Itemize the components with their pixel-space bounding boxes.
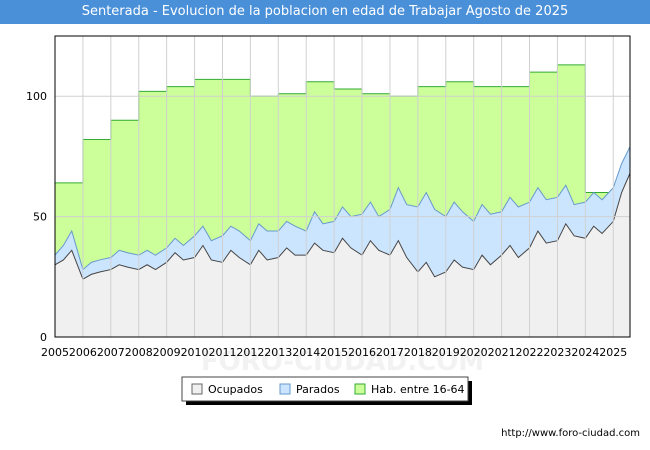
x-tick-label: 2008 xyxy=(125,346,153,359)
x-tick-label: 2010 xyxy=(181,346,209,359)
y-tick-label: 0 xyxy=(40,331,47,344)
x-tick-label: 2014 xyxy=(292,346,320,359)
x-tick-label: 2023 xyxy=(543,346,571,359)
x-tick-label: 2012 xyxy=(236,346,264,359)
chart-title: Senterada - Evolucion de la poblacion en… xyxy=(0,0,650,24)
x-tick-label: 2005 xyxy=(41,346,69,359)
legend-label: Ocupados xyxy=(208,383,263,396)
x-tick-label: 2016 xyxy=(348,346,376,359)
parados-area xyxy=(55,146,630,337)
x-tick-label: 2015 xyxy=(320,346,348,359)
x-tick-label: 2018 xyxy=(404,346,432,359)
legend xyxy=(181,376,469,402)
x-tick-label: 2017 xyxy=(376,346,404,359)
parados-line xyxy=(54,146,631,271)
legend-shadow xyxy=(186,381,472,405)
plot-area xyxy=(55,36,630,337)
source-url[interactable]: http://www.foro-ciudad.com xyxy=(501,428,640,439)
plot-frame xyxy=(54,35,631,338)
x-tick-label: 2009 xyxy=(153,346,181,359)
ocupados-area xyxy=(55,173,630,337)
x-tick-label: 2011 xyxy=(208,346,236,359)
ocupados-line xyxy=(54,173,631,280)
x-tick-label: 2020 xyxy=(460,346,488,359)
legend-label: Parados xyxy=(296,383,340,396)
legend-swatch xyxy=(354,383,366,395)
x-tick-label: 2006 xyxy=(69,346,97,359)
x-tick-label: 2013 xyxy=(264,346,292,359)
x-tick-label: 2019 xyxy=(432,346,460,359)
legend-swatch xyxy=(191,383,203,395)
watermark: FORO-CIUDAD.COM xyxy=(201,347,484,377)
y-tick-label: 100 xyxy=(26,90,47,103)
x-tick-label: 2021 xyxy=(488,346,516,359)
hab-area xyxy=(55,64,630,338)
y-tick-label: 50 xyxy=(33,211,47,224)
x-tick-label: 2024 xyxy=(571,346,599,359)
x-tick-label: 2007 xyxy=(97,346,125,359)
legend-swatch xyxy=(279,383,291,395)
x-tick-label: 2022 xyxy=(516,346,544,359)
legend-label: Hab. entre 16-64 xyxy=(371,383,465,396)
hab-line xyxy=(55,64,630,194)
x-tick-label: 2025 xyxy=(599,346,627,359)
